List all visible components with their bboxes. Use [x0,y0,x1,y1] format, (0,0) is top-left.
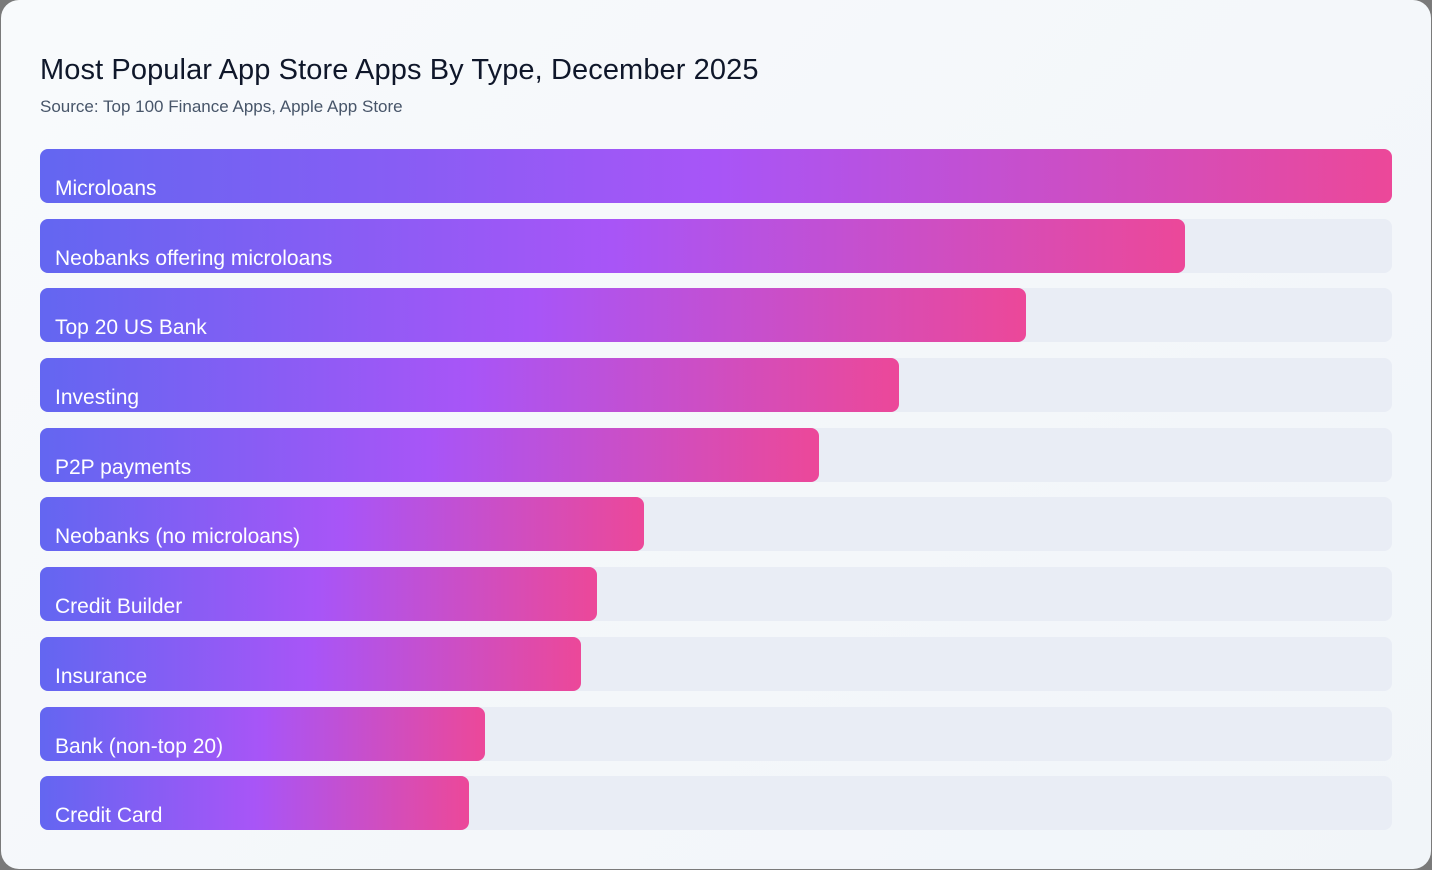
bar-track: Neobanks offering microloans [40,218,1392,273]
chart-title: Most Popular App Store Apps By Type, Dec… [40,54,759,86]
bar-label: Credit Builder [55,595,183,619]
bar [40,636,581,691]
bar [40,358,899,413]
bar [40,427,819,482]
bar-track: Insurance [40,636,1392,691]
bar-track: P2P payments [40,427,1392,482]
bar-track: Credit Card [40,776,1392,831]
bar-label: Investing [55,386,140,410]
bar [40,218,1186,273]
bar-track: Bank (non-top 20) [40,706,1392,761]
bar-label: Credit Card [55,804,163,828]
bar [40,776,469,831]
bar-label: Neobanks (no microloans) [55,525,301,549]
bar [40,497,645,552]
bar-track: Investing [40,358,1392,413]
bar-track: Neobanks (no microloans) [40,497,1392,552]
bar-track: Microloans [40,149,1392,203]
bar [40,149,1392,203]
bar-label: P2P payments [55,455,192,479]
bar [40,706,485,761]
bar-label: Neobanks offering microloans [55,246,333,270]
bar-list: Microloans Neobanks offering microloans To… [40,149,1392,846]
bar-label: Insurance [55,664,148,688]
bar [40,567,598,622]
bar-label: Bank (non-top 20) [55,734,224,758]
chart-subtitle: Source: Top 100 Finance Apps, Apple App … [40,97,403,116]
bar-track: Top 20 US Bank [40,288,1392,343]
bar-track: Credit Builder [40,567,1392,622]
bar [40,288,1026,343]
bar-label: Microloans [55,177,157,200]
bar-label: Top 20 US Bank [55,316,207,340]
